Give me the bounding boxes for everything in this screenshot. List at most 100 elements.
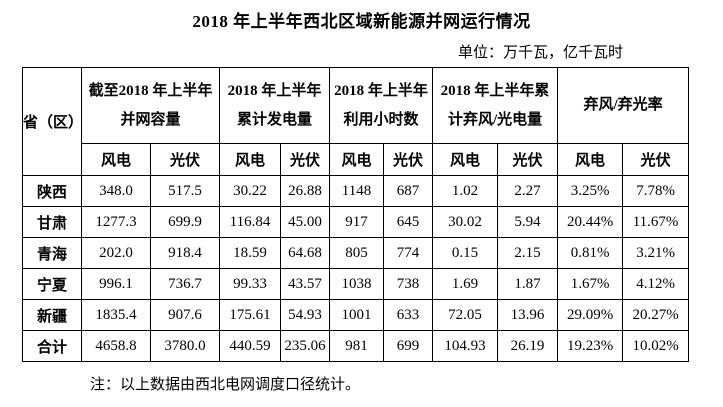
col-header-solar: 光伏 bbox=[497, 143, 559, 176]
data-cell: 633 bbox=[383, 299, 434, 331]
data-cell: 5.94 bbox=[497, 206, 559, 238]
data-cell: 20.27% bbox=[622, 299, 690, 331]
group-header-curtailment-rate: 弃风/弃光率 bbox=[557, 67, 690, 144]
data-cell: 2.27 bbox=[497, 175, 559, 207]
data-cell: 440.59 bbox=[219, 330, 282, 362]
data-cell: 1835.4 bbox=[81, 299, 151, 331]
data-cell: 738 bbox=[383, 268, 434, 300]
data-cell: 18.59 bbox=[219, 237, 282, 269]
group-header-generation-line1: 2018 年上半年 bbox=[227, 82, 322, 99]
data-cell: 0.81% bbox=[557, 237, 624, 269]
group-header-generation: 2018 年上半年 累计发电量 bbox=[219, 67, 331, 144]
data-cell: 19.23% bbox=[557, 330, 624, 362]
data-cell: 981 bbox=[329, 330, 385, 362]
data-cell: 11.67% bbox=[622, 206, 690, 238]
data-cell: 64.68 bbox=[280, 237, 331, 269]
data-cell: 1001 bbox=[329, 299, 385, 331]
data-cell: 43.57 bbox=[280, 268, 331, 300]
data-cell: 699 bbox=[383, 330, 434, 362]
data-cell: 805 bbox=[329, 237, 385, 269]
data-cell: 1.69 bbox=[432, 268, 499, 300]
data-cell: 7.78% bbox=[622, 175, 690, 207]
data-cell: 1.87 bbox=[497, 268, 559, 300]
corner-header: 省（区） bbox=[22, 67, 82, 176]
col-header-solar: 光伏 bbox=[383, 143, 434, 176]
footnote: 注：以上数据由西北电网调度口径统计。 bbox=[90, 377, 361, 393]
data-cell: 0.15 bbox=[432, 237, 499, 269]
data-cell: 26.88 bbox=[280, 175, 331, 207]
group-header-utilization-hours-text: 2018 年上半年 利用小时数 bbox=[331, 69, 432, 143]
data-cell: 13.96 bbox=[497, 299, 559, 331]
data-cell: 699.9 bbox=[149, 206, 221, 238]
group-header-curtailed-energy-line2: 计弃风/光电量 bbox=[447, 111, 543, 128]
col-header-solar: 光伏 bbox=[622, 143, 690, 176]
data-cell: 1148 bbox=[329, 175, 385, 207]
data-cell: 907.6 bbox=[149, 299, 221, 331]
data-cell: 10.02% bbox=[622, 330, 690, 362]
data-cell: 30.02 bbox=[432, 206, 499, 238]
data-cell: 996.1 bbox=[81, 268, 151, 300]
province-label: 宁夏 bbox=[22, 268, 82, 300]
group-header-curtailment-rate-text: 弃风/弃光率 bbox=[559, 69, 688, 143]
data-cell: 30.22 bbox=[219, 175, 282, 207]
group-header-capacity-text: 截至2018 年上半年 并网容量 bbox=[83, 69, 219, 143]
group-header-capacity: 截至2018 年上半年 并网容量 bbox=[80, 67, 221, 144]
data-cell: 687 bbox=[383, 175, 434, 207]
page-title: 2018 年上半年西北区域新能源并网运行情况 bbox=[192, 12, 531, 31]
data-cell: 1277.3 bbox=[81, 206, 151, 238]
data-cell: 54.93 bbox=[280, 299, 331, 331]
data-cell: 1038 bbox=[329, 268, 385, 300]
group-header-utilization-hours-line2: 利用小时数 bbox=[343, 111, 419, 128]
group-header-curtailed-energy: 2018 年上半年累 计弃风/光电量 bbox=[432, 67, 559, 144]
group-header-curtailed-energy-line1: 2018 年上半年累 bbox=[440, 82, 550, 99]
province-label: 新疆 bbox=[22, 299, 82, 331]
table-row-ningxia: 宁夏 996.1 736.7 99.33 43.57 1038 738 1.69… bbox=[22, 268, 690, 300]
data-cell: 918.4 bbox=[149, 237, 221, 269]
header-group-row: 省（区） 截至2018 年上半年 并网容量 2018 年上半年 累计发电量 20 bbox=[22, 67, 690, 176]
data-cell: 202.0 bbox=[81, 237, 151, 269]
col-header-wind: 风电 bbox=[81, 143, 151, 176]
province-label: 青海 bbox=[22, 237, 82, 269]
table-row-xinjiang: 新疆 1835.4 907.6 175.61 54.93 1001 633 72… bbox=[22, 299, 690, 331]
data-cell: 348.0 bbox=[81, 175, 151, 207]
col-header-wind: 风电 bbox=[219, 143, 282, 176]
table-row-total: 合计 4658.8 3780.0 440.59 235.06 981 699 1… bbox=[22, 330, 690, 362]
data-cell: 20.44% bbox=[557, 206, 624, 238]
data-cell: 3.21% bbox=[622, 237, 690, 269]
col-header-solar: 光伏 bbox=[280, 143, 331, 176]
group-header-curtailed-energy-text: 2018 年上半年累 计弃风/光电量 bbox=[434, 69, 557, 143]
table-row-qinghai: 青海 202.0 918.4 18.59 64.68 805 774 0.15 … bbox=[22, 237, 690, 269]
group-header-utilization-hours-line1: 2018 年上半年 bbox=[334, 82, 428, 99]
group-header-curtailment-rate-line1: 弃风/弃光率 bbox=[583, 97, 663, 113]
data-cell: 774 bbox=[383, 237, 434, 269]
col-header-wind: 风电 bbox=[329, 143, 385, 176]
province-label: 甘肃 bbox=[22, 206, 82, 238]
group-header-generation-text: 2018 年上半年 累计发电量 bbox=[221, 69, 329, 143]
data-cell: 72.05 bbox=[432, 299, 499, 331]
group-header-generation-line2: 累计发电量 bbox=[237, 111, 313, 128]
header-sub-row: 风电 光伏 风电 光伏 风电 光伏 风电 光伏 风电 光伏 bbox=[23, 143, 690, 176]
data-cell: 235.06 bbox=[280, 330, 331, 362]
col-header-solar: 光伏 bbox=[149, 143, 221, 176]
table-row-shaanxi: 陕西 348.0 517.5 30.22 26.88 1148 687 1.02… bbox=[22, 175, 690, 207]
data-cell: 1.02 bbox=[432, 175, 499, 207]
unit-label: 单位：万千瓦，亿千瓦时 bbox=[457, 45, 623, 61]
col-header-wind: 风电 bbox=[432, 143, 499, 176]
group-header-utilization-hours: 2018 年上半年 利用小时数 bbox=[329, 67, 434, 144]
data-cell: 3.25% bbox=[557, 175, 624, 207]
data-cell: 116.84 bbox=[219, 206, 282, 238]
group-header-capacity-line1: 截至2018 年上半年 bbox=[88, 82, 213, 99]
data-cell: 45.00 bbox=[280, 206, 331, 238]
data-cell: 29.09% bbox=[557, 299, 624, 331]
col-header-wind: 风电 bbox=[557, 143, 624, 176]
province-label: 陕西 bbox=[22, 175, 82, 207]
table-row-gansu: 甘肃 1277.3 699.9 116.84 45.00 917 645 30.… bbox=[22, 206, 690, 238]
data-cell: 917 bbox=[329, 206, 385, 238]
data-cell: 1.67% bbox=[557, 268, 624, 300]
data-cell: 104.93 bbox=[432, 330, 499, 362]
data-cell: 26.19 bbox=[497, 330, 559, 362]
total-label: 合计 bbox=[22, 330, 82, 362]
data-cell: 175.61 bbox=[219, 299, 282, 331]
data-cell: 4.12% bbox=[622, 268, 690, 300]
